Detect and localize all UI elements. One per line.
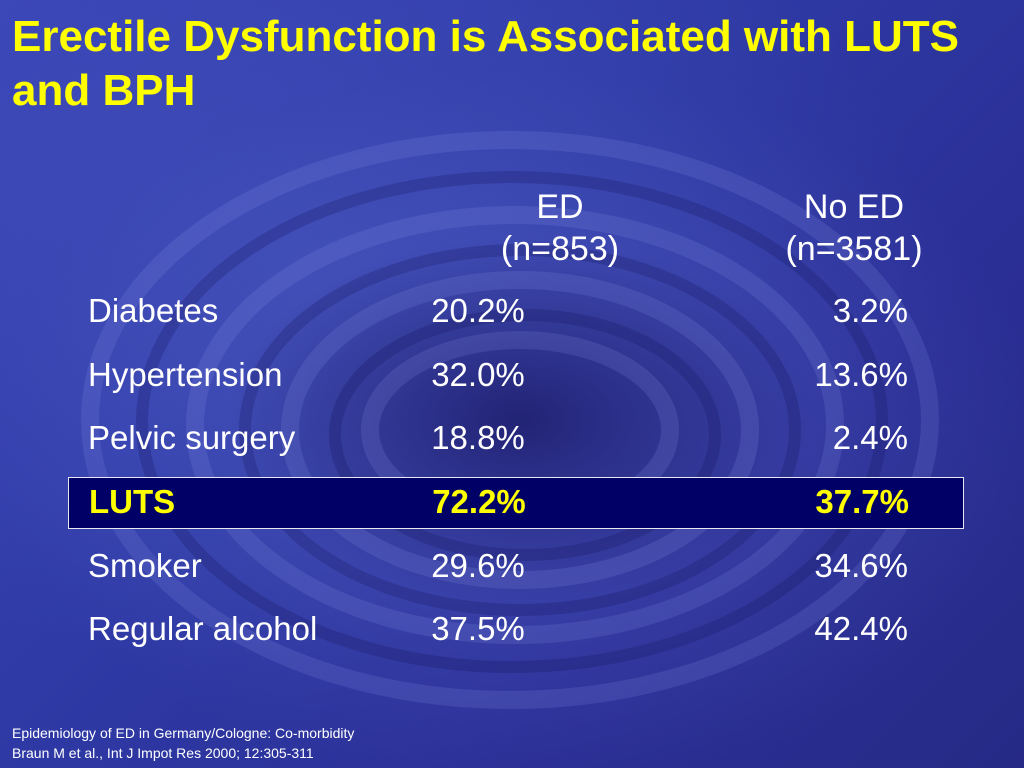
column-header-no-ed-n: (n=3581) [785,230,923,268]
column-header-ed-n: (n=853) [500,230,620,268]
row-no-ed-value: 3.2% [832,292,908,329]
table-row: Hypertension 32.0% 13.6% [68,349,964,401]
row-ed-value: 72.2% [432,483,526,520]
row-label: Regular alcohol [88,610,318,647]
row-no-ed-value: 13.6% [814,356,908,393]
column-header-ed-name: ED [536,188,584,226]
row-no-ed-value: 37.7% [815,483,909,520]
row-no-ed-value: 2.4% [832,419,908,456]
citation-line-reference: Braun M et al., Int J Impot Res 2000; 12… [12,745,314,761]
citation-footer: Epidemiology of ED in Germany/Cologne: C… [12,723,354,763]
row-label: Diabetes [88,292,219,329]
table-row: Regular alcohol 37.5% 42.4% [68,603,964,655]
row-no-ed-value: 42.4% [814,610,908,647]
row-ed-value: 32.0% [431,356,525,393]
row-ed-value: 29.6% [431,547,525,584]
slide-title: Erectile Dysfunction is Associated with … [12,12,960,115]
column-header-ed: ED (n=853) [450,186,670,270]
row-ed-value: 18.8% [431,419,525,456]
row-label: Pelvic surgery [88,419,296,456]
row-ed-value: 37.5% [431,610,525,647]
row-label: Smoker [88,547,202,584]
table-row-highlighted: LUTS 72.2% 37.7% [68,477,964,529]
row-no-ed-value: 34.6% [814,547,908,584]
column-header-no-ed: No ED (n=3581) [744,186,964,270]
table-row: Pelvic surgery 18.8% 2.4% [68,412,964,464]
row-label: LUTS [89,483,176,520]
row-label: Hypertension [88,356,283,393]
table-row: Diabetes 20.2% 3.2% [68,285,964,337]
column-header-no-ed-name: No ED [803,188,905,226]
row-ed-value: 20.2% [431,292,525,329]
citation-line-study: Epidemiology of ED in Germany/Cologne: C… [12,725,355,741]
table-row: Smoker 29.6% 34.6% [68,540,964,592]
